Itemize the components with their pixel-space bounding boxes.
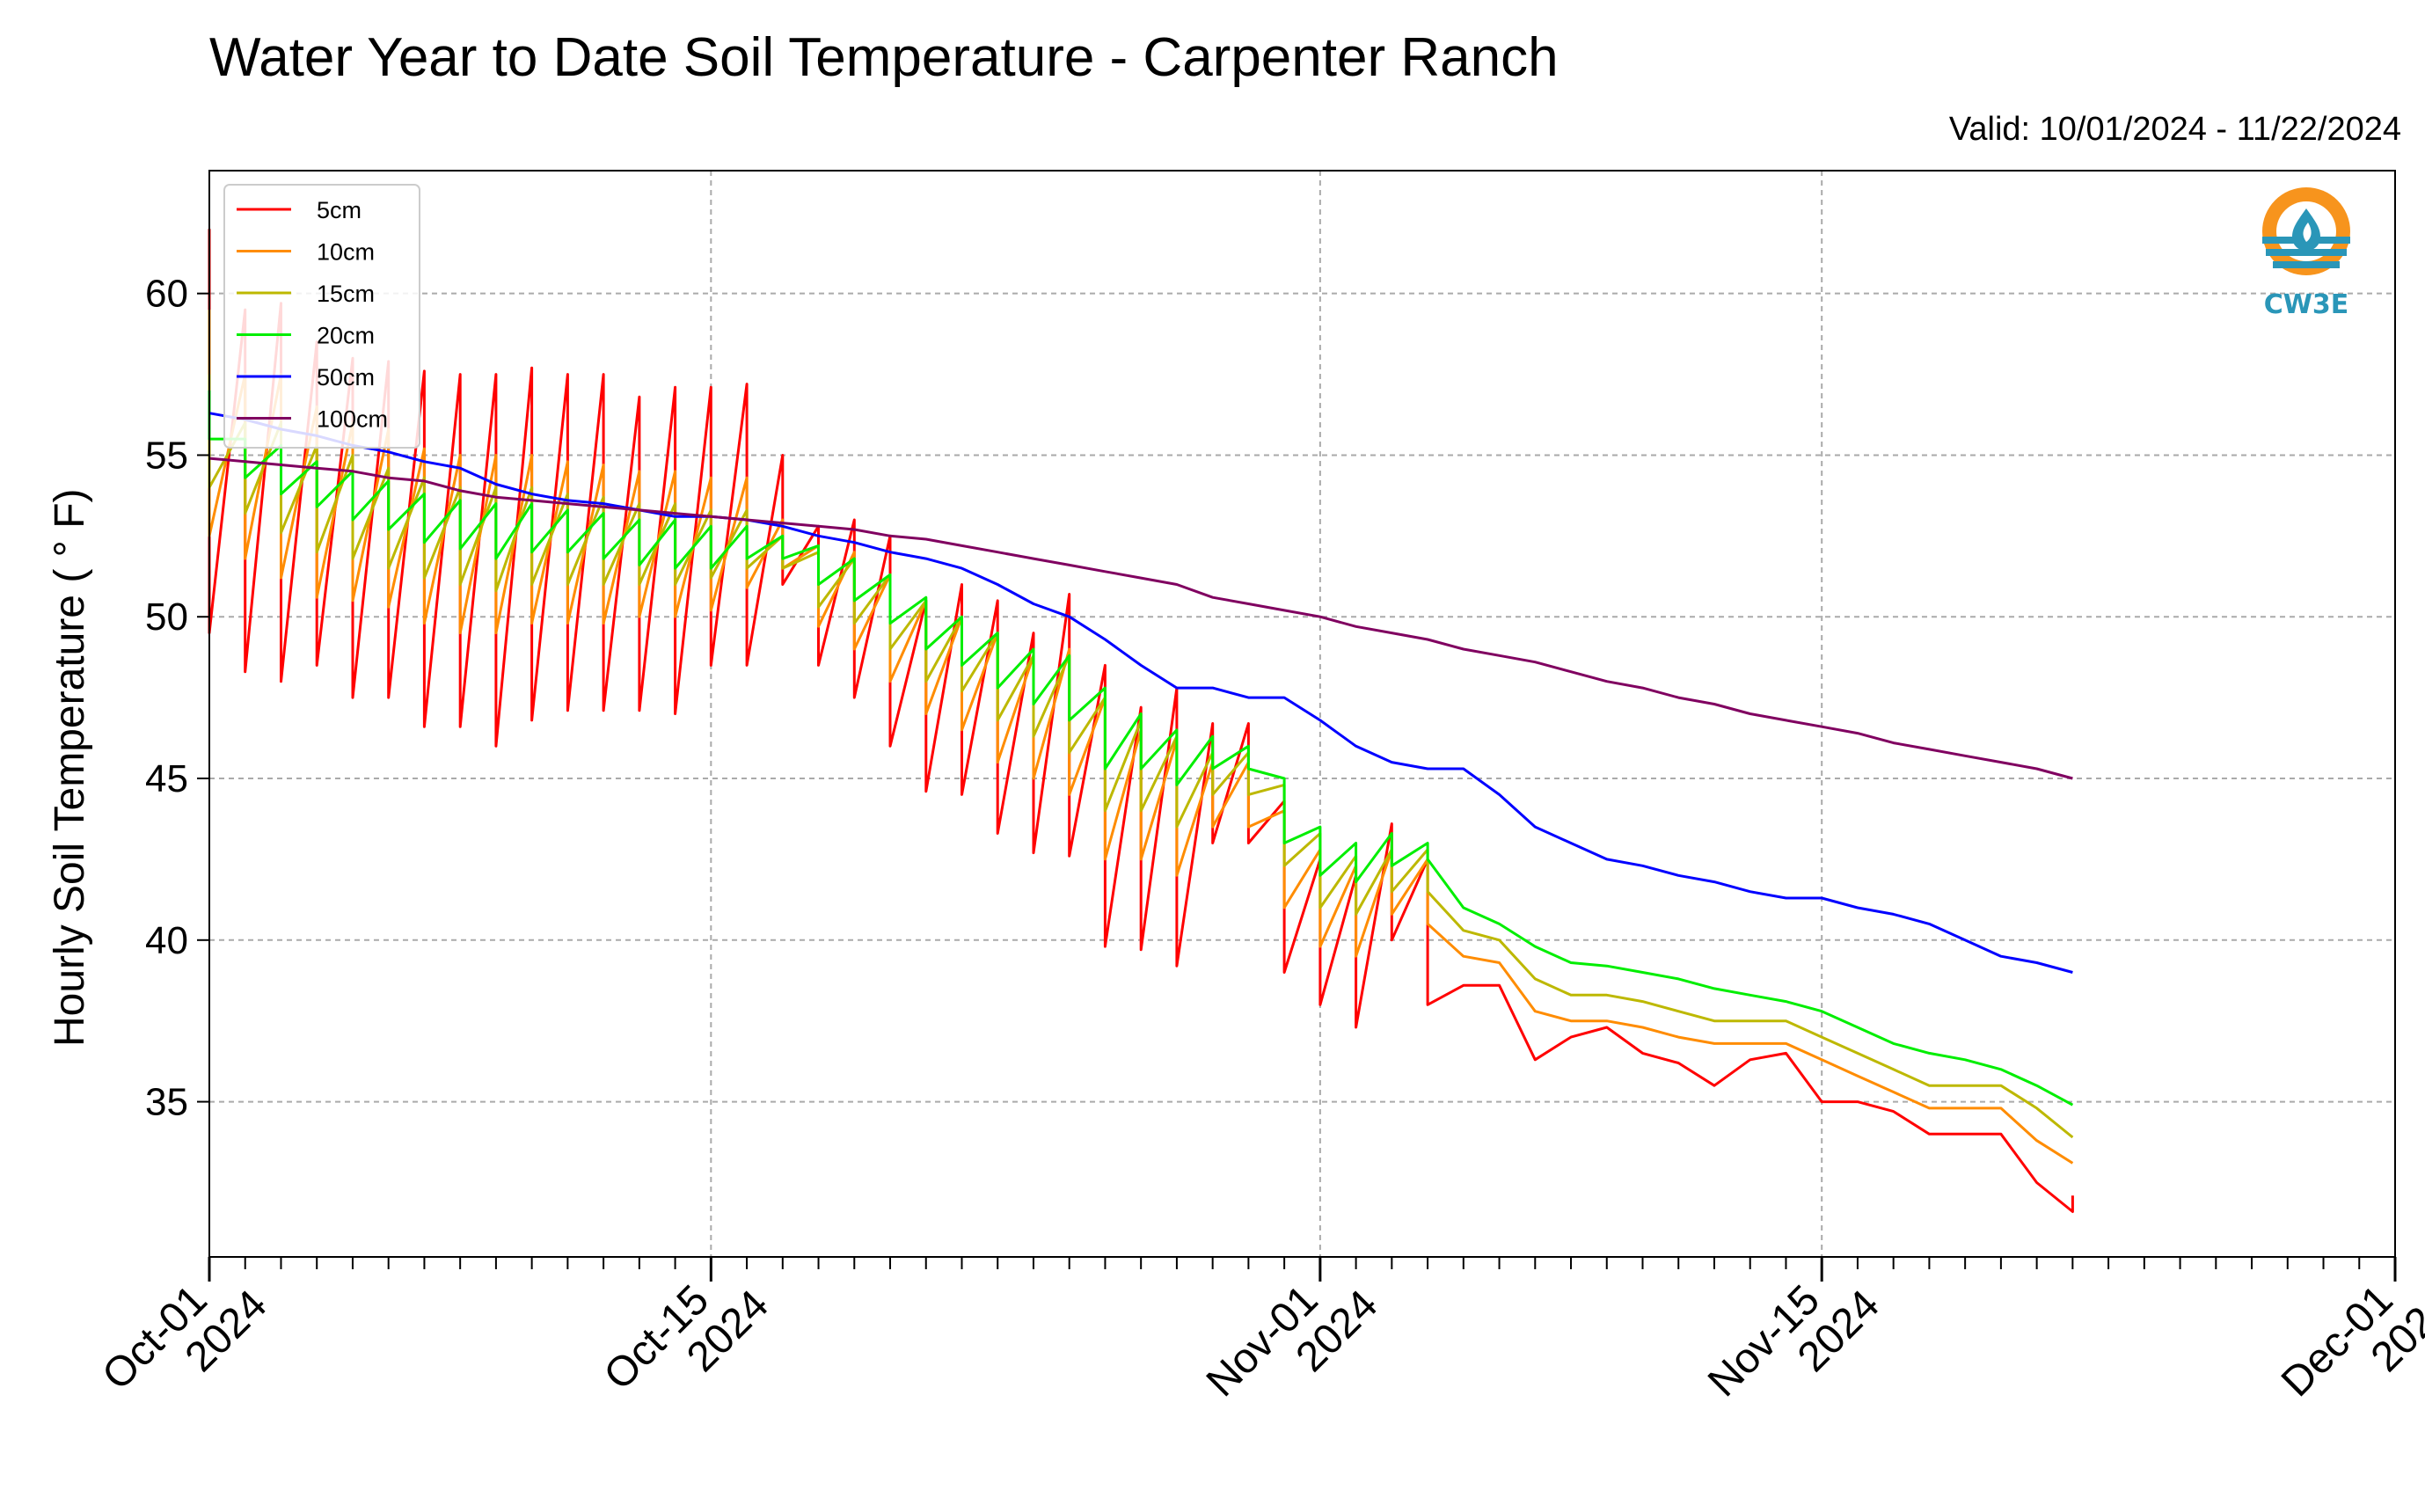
x-tick-label: Dec-012024 — [2273, 1249, 2425, 1438]
logo-wave-icon-2 — [2266, 249, 2347, 256]
legend-label: 50cm — [317, 364, 375, 391]
legend-entry: 20cm — [237, 323, 375, 349]
y-tick: 55 — [145, 434, 209, 477]
y-tick: 35 — [145, 1081, 209, 1124]
series-line-20cm — [208, 390, 2074, 1107]
series-line-50cm — [208, 412, 2073, 974]
plot-frame — [208, 170, 2396, 1258]
x-tick: Nov-012024 — [1198, 1249, 1387, 1438]
x-tick-label: Oct-012024 — [93, 1249, 275, 1431]
logo-drop-flame-icon — [2303, 223, 2312, 242]
legend-label: 5cm — [317, 197, 362, 223]
x-axis-ticks: Oct-012024 Oct-152024 Nov-012024 Nov-152024… — [93, 1249, 2425, 1438]
legend-label: 100cm — [317, 406, 388, 433]
chart-title: Water Year to Date Soil Temperature - Ca… — [209, 27, 1559, 88]
y-tick: 50 — [145, 595, 209, 639]
series-lines — [208, 229, 2074, 1213]
x-tick-label: Oct-152024 — [595, 1249, 778, 1431]
y-tick: 60 — [145, 273, 209, 316]
cw3e-logo: CW3E — [2262, 187, 2350, 320]
legend-entry: 15cm — [237, 281, 375, 307]
y-axis-ticks: 35 40 45 50 55 60 — [145, 273, 209, 1124]
legend: 5cm 10cm 15cm 20cm 50cm 100cm — [223, 184, 420, 449]
legend-entry: 100cm — [237, 406, 388, 433]
legend-label: 20cm — [317, 323, 375, 349]
x-tick: Nov-152024 — [1699, 1249, 1888, 1438]
legend-label: 15cm — [317, 281, 375, 307]
grid-lines — [208, 171, 2396, 1257]
logo-wave-icon-3 — [2273, 261, 2340, 268]
legend-entry: 50cm — [237, 364, 375, 391]
y-tick-label: 50 — [145, 595, 188, 639]
legend-entry: 5cm — [237, 197, 362, 223]
x-tick-label: Nov-152024 — [1699, 1249, 1888, 1438]
legend-label: 10cm — [317, 239, 375, 266]
x-tick-label: Nov-012024 — [1198, 1249, 1387, 1438]
y-tick: 40 — [145, 919, 209, 962]
x-tick: Oct-152024 — [595, 1249, 778, 1431]
valid-date-range: Valid: 10/01/2024 - 11/22/2024 — [1948, 111, 2401, 148]
x-tick: Oct-012024 — [93, 1249, 276, 1431]
y-tick-label: 55 — [145, 434, 188, 477]
logo-text: CW3E — [2264, 289, 2348, 320]
y-tick-label: 35 — [145, 1081, 188, 1124]
y-tick-label: 45 — [145, 757, 188, 800]
x-tick: Dec-012024 — [2273, 1249, 2425, 1438]
series-line-100cm — [208, 457, 2073, 780]
y-tick: 45 — [145, 757, 209, 800]
y-tick-label: 40 — [145, 919, 188, 962]
legend-entry: 10cm — [237, 239, 375, 266]
y-tick-label: 60 — [145, 273, 188, 316]
